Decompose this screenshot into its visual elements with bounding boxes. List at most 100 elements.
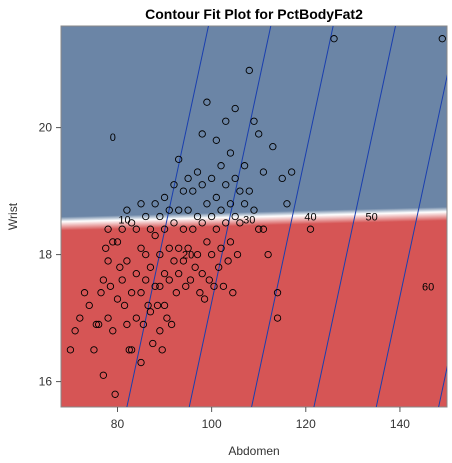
data-point [66,346,75,354]
contour-label-30: 30 [243,215,255,227]
contour-lines [126,26,447,407]
data-point [224,257,232,265]
data-point [200,295,209,303]
data-point [127,219,136,227]
data-point [175,269,183,278]
data-point [127,346,136,354]
data-point [226,238,235,246]
data-point [222,117,230,125]
data-point [186,276,195,284]
data-point [226,200,235,208]
data-point [179,187,188,195]
data-point [170,219,178,227]
data-point [172,289,180,297]
data-point [137,358,145,367]
data-point [123,257,131,265]
data-point [151,200,159,208]
data-point [156,212,164,221]
data-point [219,282,228,290]
x-tick-label: 120 [296,417,316,431]
data-point [137,200,145,208]
data-point [236,219,244,227]
data-point [210,282,218,290]
data-point [207,212,216,221]
data-point [229,289,237,297]
contour-line-20 [251,26,334,407]
data-point [99,371,108,379]
data-point [240,162,249,170]
data-point [95,320,103,329]
data-point [132,269,140,278]
data-point [156,327,164,335]
data-point [113,238,122,246]
data-point [236,187,244,195]
data-point [306,225,315,233]
data-point [123,206,131,214]
data-point [104,314,112,322]
data-point [212,136,220,144]
data-point [92,320,100,329]
data-point [184,174,192,183]
data-point [193,168,202,176]
data-point [149,339,157,348]
data-point [104,257,112,265]
x-tick-label: 100 [202,417,222,431]
data-point [111,390,119,398]
data-point [207,250,216,259]
data-point [113,295,122,303]
data-point [160,301,169,310]
data-point [142,250,150,259]
data-point [205,276,213,284]
data-point [438,35,446,43]
data-point [245,187,253,195]
data-point [193,212,202,221]
data-point [144,301,152,310]
data-point [137,289,145,297]
data-point [175,244,183,252]
data-point [273,314,282,322]
data-point [102,244,110,252]
data-point [170,257,178,265]
data-point [80,289,89,297]
data-point [212,193,220,202]
data-point [245,66,253,75]
contour-label-10: 10 [118,215,130,227]
data-point [142,212,150,221]
data-point [217,206,225,214]
data-point [203,98,211,106]
data-point [151,282,159,290]
data-point [288,168,296,176]
data-point [153,301,162,310]
contour-label-0: 0 [110,132,116,144]
data-point [278,174,286,183]
data-point [226,149,235,157]
data-point [165,244,173,252]
data-point [217,162,225,170]
data-point [212,225,220,233]
data-point [167,320,176,329]
data-point [158,346,166,354]
data-point [156,282,164,290]
data-point [170,181,178,189]
data-point [231,104,239,113]
data-point [198,269,206,278]
data-point [198,130,206,138]
data-point [203,238,211,246]
data-point [165,276,173,284]
data-point [255,130,263,138]
data-point [90,346,98,354]
data-point [104,225,112,233]
contour-line-30 [313,26,396,407]
data-point [163,314,171,322]
data-point [189,187,197,195]
x-axis: 80 100 120 140 [111,407,410,431]
data-point [71,327,79,335]
data-point [139,320,148,329]
contour-label-20: 20 [182,250,194,262]
contour-line-10 [188,26,272,407]
data-point [264,250,272,259]
data-point [269,142,277,151]
data-point [146,263,155,271]
data-point [196,289,204,297]
data-point [207,174,216,183]
